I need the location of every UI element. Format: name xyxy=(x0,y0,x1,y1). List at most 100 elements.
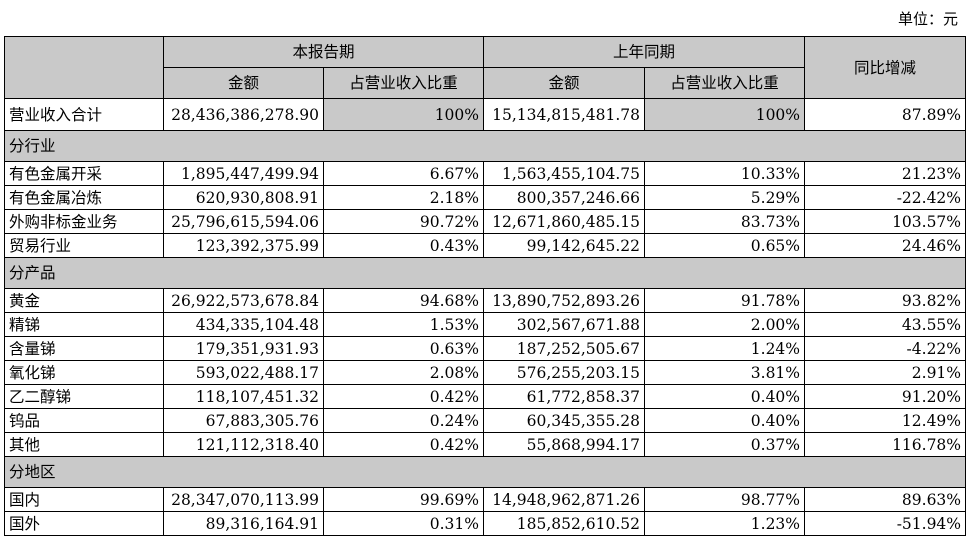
prev-amount: 99,142,645.22 xyxy=(483,233,646,258)
yoy-change: 103.57% xyxy=(804,209,967,234)
row-label: 精锑 xyxy=(4,312,164,337)
table-row: 有色金属开采 1,895,447,499.94 6.67% 1,563,455,… xyxy=(4,161,967,186)
prev-amount: 14,948,962,871.26 xyxy=(483,487,646,512)
prior-period-header: 上年同期 xyxy=(483,36,806,68)
yoy-change: 87.89% xyxy=(804,98,967,131)
prev-share: 0.65% xyxy=(644,233,806,258)
row-label: 其他 xyxy=(4,432,164,457)
section-header-row: 分产品 xyxy=(3,257,967,289)
prev-amount: 187,252,505.67 xyxy=(483,336,646,361)
cur-share: 0.63% xyxy=(322,336,485,361)
prev-share: 91.78% xyxy=(644,288,806,313)
prev-share: 3.81% xyxy=(644,360,806,385)
yoy-change: 116.78% xyxy=(804,432,967,457)
prev-amount: 800,357,246.66 xyxy=(483,185,646,210)
cur-amount: 118,107,451.32 xyxy=(163,384,324,409)
yoy-change: 21.23% xyxy=(804,161,967,186)
current-period-header: 本报告期 xyxy=(162,36,485,68)
cur-amount: 179,351,931.93 xyxy=(163,336,324,361)
unit-label: 单位：元 xyxy=(897,10,958,28)
yoy-change: 43.55% xyxy=(804,312,967,337)
cur-share: 2.18% xyxy=(322,185,485,210)
prev-amount: 15,134,815,481.78 xyxy=(483,98,646,131)
prev-amount: 12,671,860,485.15 xyxy=(483,209,646,234)
cur-amount-header: 金额 xyxy=(163,67,324,99)
row-label: 贸易行业 xyxy=(4,233,164,258)
cur-share: 0.43% xyxy=(322,233,485,258)
table-row: 国外 89,316,164.91 0.31% 185,852,610.52 1.… xyxy=(4,511,967,536)
table-row: 氧化锑 593,022,488.17 2.08% 576,255,203.15 … xyxy=(4,360,967,385)
table-row: 含量锑 179,351,931.93 0.63% 187,252,505.67 … xyxy=(4,336,967,361)
table-row: 黄金 26,922,573,678.84 94.68% 13,890,752,8… xyxy=(4,288,967,313)
prev-share-header: 占营业收入比重 xyxy=(644,67,806,99)
cur-share: 0.31% xyxy=(322,511,485,536)
prev-share: 10.33% xyxy=(644,161,806,186)
yoy-change: 2.91% xyxy=(804,360,967,385)
cur-share: 90.72% xyxy=(322,209,485,234)
prev-amount-header: 金额 xyxy=(483,67,646,99)
row-label: 乙二醇锑 xyxy=(4,384,164,409)
cur-share: 2.08% xyxy=(322,360,485,385)
prev-amount: 61,772,858.37 xyxy=(483,384,646,409)
row-label: 有色金属开采 xyxy=(4,161,164,186)
yoy-change: -22.42% xyxy=(804,185,967,210)
section-title: 分行业 xyxy=(3,130,967,162)
section-title: 分产品 xyxy=(3,257,967,289)
section-header-row: 分行业 xyxy=(3,130,967,162)
cur-amount: 28,347,070,113.99 xyxy=(163,487,324,512)
prev-share: 100% xyxy=(644,98,806,131)
prev-amount: 576,255,203.15 xyxy=(483,360,646,385)
table-row: 国内 28,347,070,113.99 99.69% 14,948,962,8… xyxy=(4,487,967,512)
cur-share: 0.42% xyxy=(322,432,485,457)
prev-amount: 302,567,671.88 xyxy=(483,312,646,337)
section-header-row: 分地区 xyxy=(3,456,967,488)
cur-share: 1.53% xyxy=(322,312,485,337)
prev-share: 83.73% xyxy=(644,209,806,234)
table-row: 钨品 67,883,305.76 0.24% 60,345,355.28 0.4… xyxy=(4,408,967,433)
yoy-change: 93.82% xyxy=(804,288,967,313)
table-row: 乙二醇锑 118,107,451.32 0.42% 61,772,858.37 … xyxy=(4,384,967,409)
yoy-change: 12.49% xyxy=(804,408,967,433)
yoy-change: 24.46% xyxy=(804,233,967,258)
row-label: 国内 xyxy=(4,487,164,512)
prev-share: 2.00% xyxy=(644,312,806,337)
cur-share-header: 占营业收入比重 xyxy=(322,67,485,99)
row-label: 氧化锑 xyxy=(4,360,164,385)
prev-share: 0.40% xyxy=(644,384,806,409)
yoy-change: -51.94% xyxy=(804,511,967,536)
row-label: 营业收入合计 xyxy=(4,98,164,131)
cur-share: 0.42% xyxy=(322,384,485,409)
revenue-table: 本报告期 上年同期 同比增减 金额 占营业收入比重 金额 占营业收入比重 营业收… xyxy=(3,36,967,536)
row-label: 国外 xyxy=(4,511,164,536)
cur-share: 0.24% xyxy=(322,408,485,433)
corner-cell xyxy=(4,36,164,99)
cur-amount: 67,883,305.76 xyxy=(163,408,324,433)
table-row: 精锑 434,335,104.48 1.53% 302,567,671.88 2… xyxy=(4,312,967,337)
cur-share: 99.69% xyxy=(322,487,485,512)
table-row: 外购非标金业务 25,796,615,594.06 90.72% 12,671,… xyxy=(4,209,967,234)
table-row: 其他 121,112,318.40 0.42% 55,868,994.17 0.… xyxy=(4,432,967,457)
row-label: 钨品 xyxy=(4,408,164,433)
cur-amount: 28,436,386,278.90 xyxy=(163,98,324,131)
table-row: 贸易行业 123,392,375.99 0.43% 99,142,645.22 … xyxy=(4,233,967,258)
row-label: 外购非标金业务 xyxy=(4,209,164,234)
prev-share: 1.23% xyxy=(644,511,806,536)
cur-amount: 620,930,808.91 xyxy=(163,185,324,210)
row-label: 含量锑 xyxy=(4,336,164,361)
prev-amount: 185,852,610.52 xyxy=(483,511,646,536)
cur-share: 94.68% xyxy=(322,288,485,313)
cur-share: 100% xyxy=(322,98,485,131)
prev-amount: 60,345,355.28 xyxy=(483,408,646,433)
cur-amount: 593,022,488.17 xyxy=(163,360,324,385)
prev-share: 98.77% xyxy=(644,487,806,512)
table-row: 有色金属冶炼 620,930,808.91 2.18% 800,357,246.… xyxy=(4,185,967,210)
prev-share: 0.40% xyxy=(644,408,806,433)
prev-share: 0.37% xyxy=(644,432,806,457)
section-title: 分地区 xyxy=(3,456,967,488)
prev-share: 1.24% xyxy=(644,336,806,361)
prev-amount: 13,890,752,893.26 xyxy=(483,288,646,313)
cur-amount: 89,316,164.91 xyxy=(163,511,324,536)
cur-share: 6.67% xyxy=(322,161,485,186)
cur-amount: 26,922,573,678.84 xyxy=(163,288,324,313)
prev-share: 5.29% xyxy=(644,185,806,210)
